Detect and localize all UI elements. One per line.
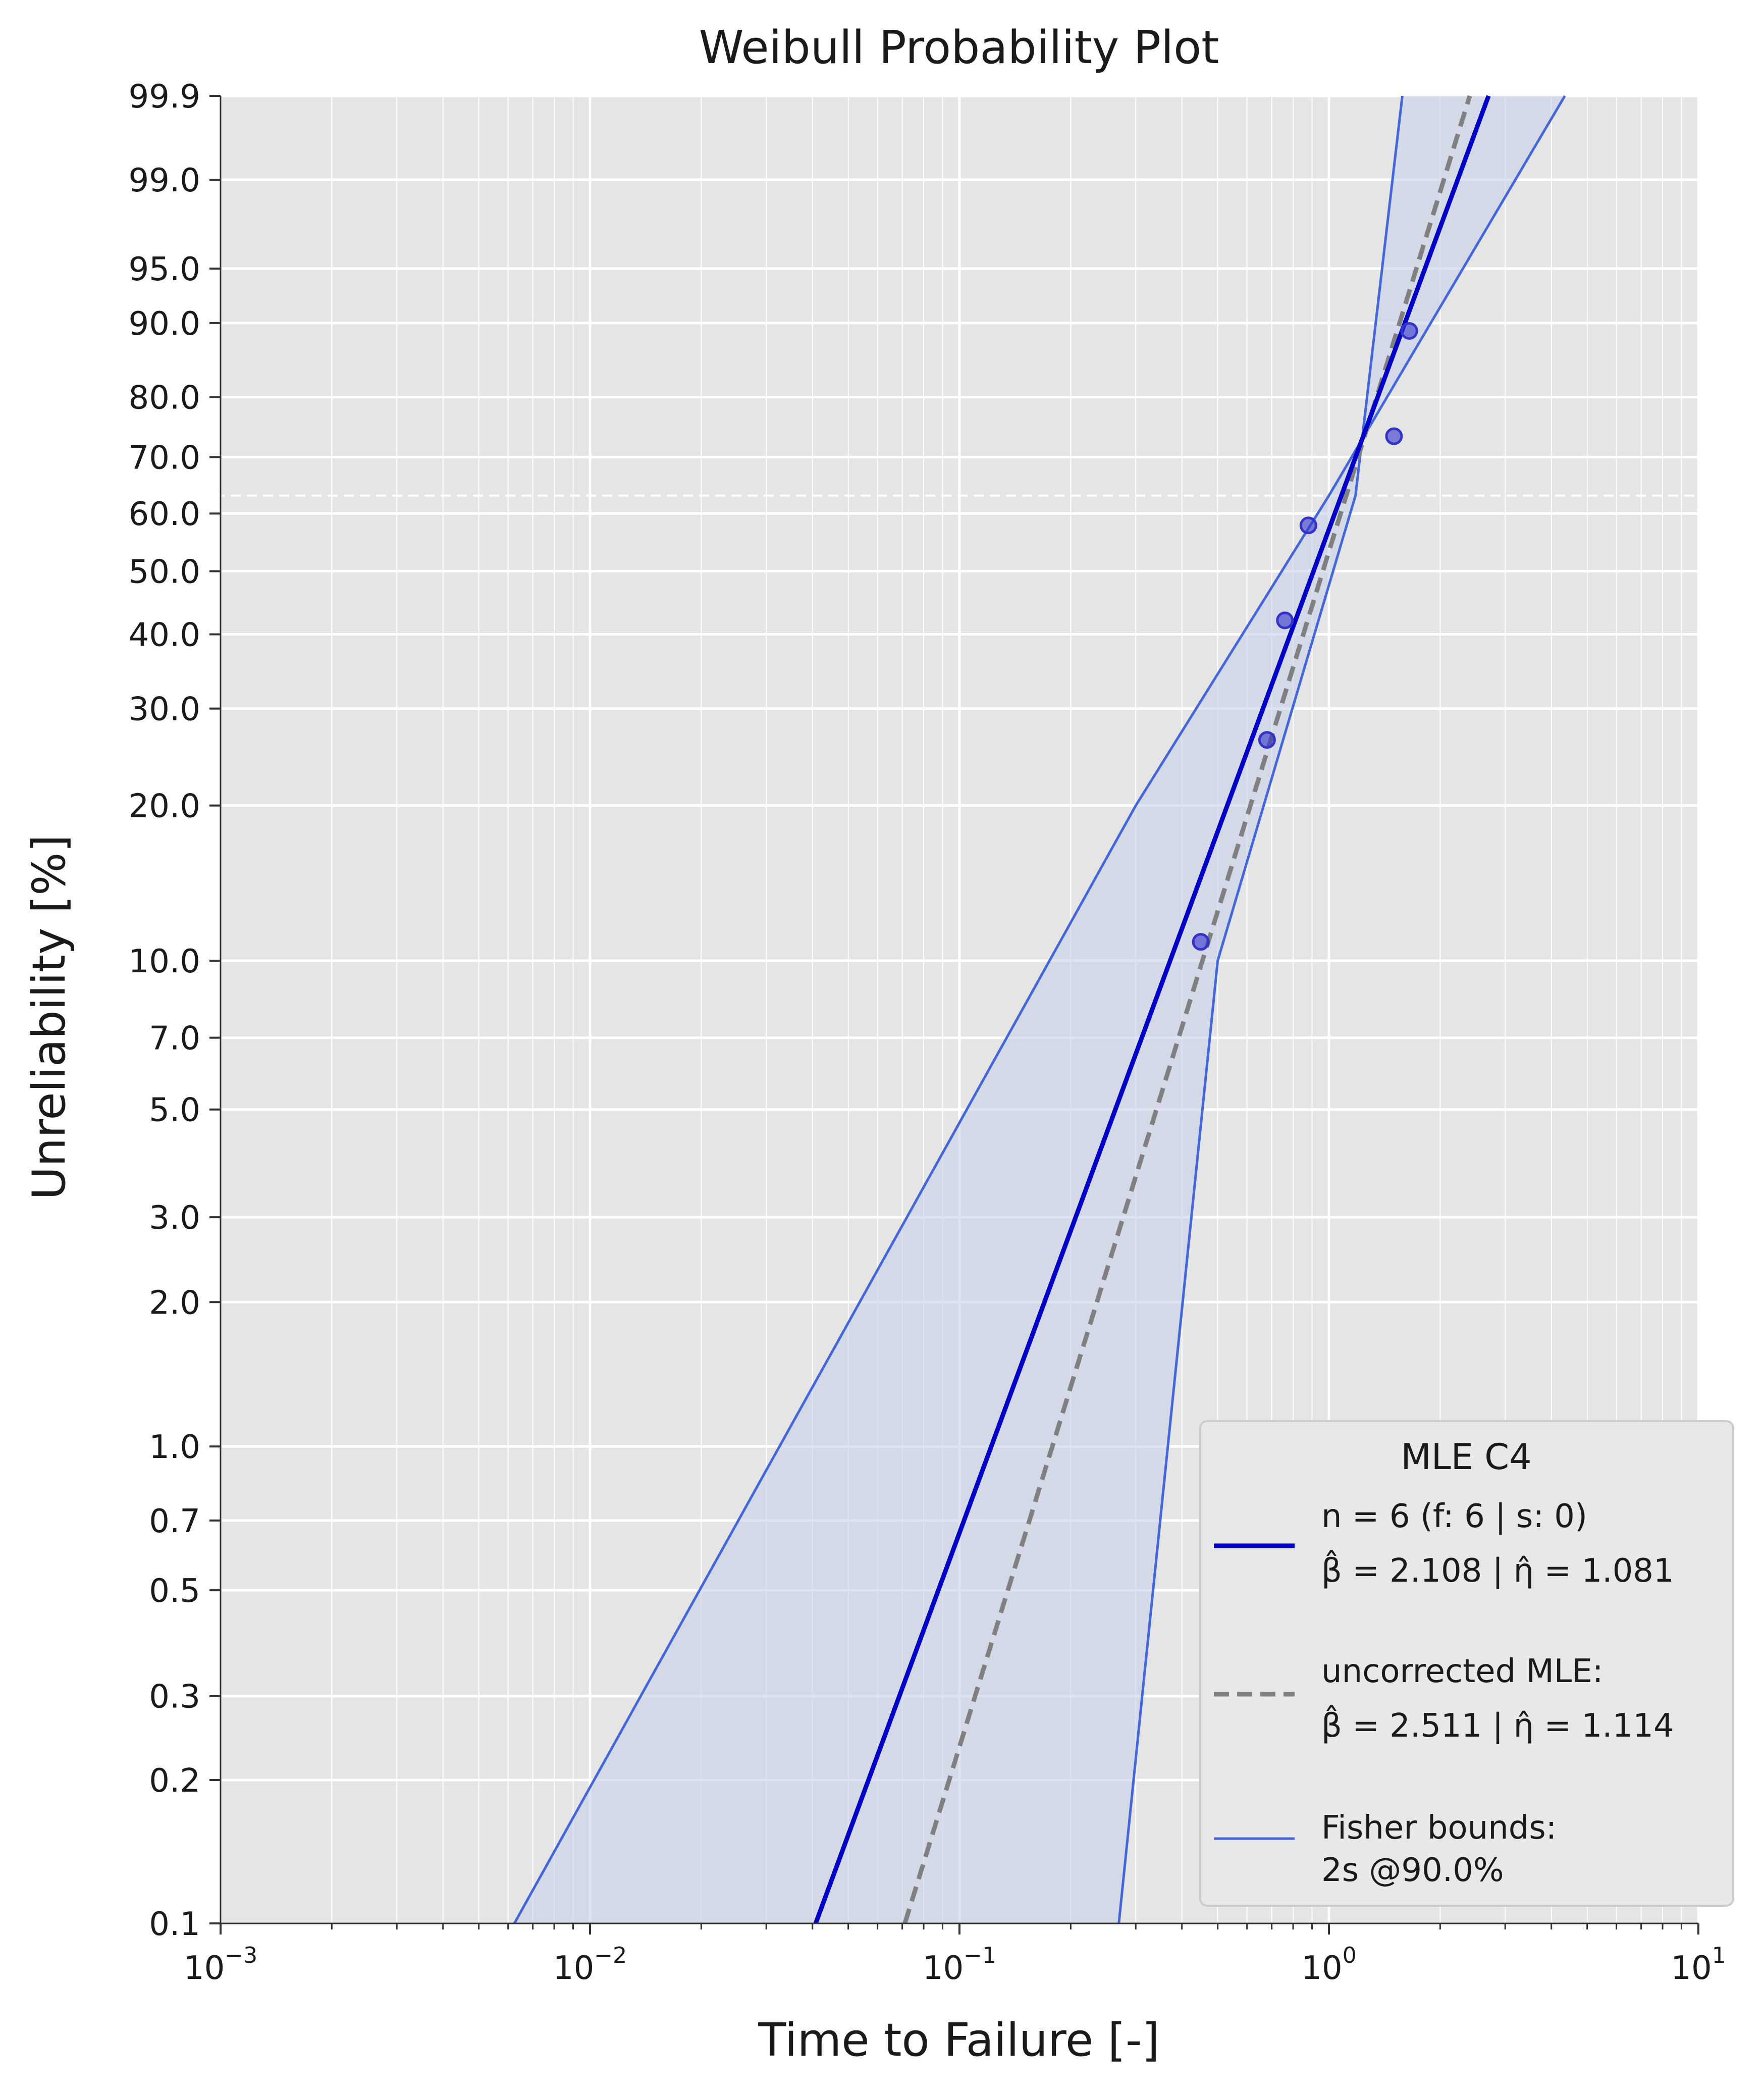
mle-fit-line <box>813 95 1491 1924</box>
y-tick-label: 70.0 <box>129 439 201 477</box>
y-tick-label: 99.9 <box>129 78 201 116</box>
y-tick-label: 60.0 <box>129 496 201 533</box>
data-points <box>1192 322 1418 951</box>
legend-uncorrected-line-2: β̂ = 2.511 | η̂ = 1.114 <box>1321 1704 1674 1745</box>
fisher-bounds-band <box>513 95 1566 1924</box>
fisher-bounds-fill <box>514 96 1565 1923</box>
legend-fisher-line-1: Fisher bounds: <box>1321 1809 1557 1847</box>
y-tick-label: 80.0 <box>129 380 201 417</box>
y-tick-label: 40.0 <box>129 617 201 654</box>
y-tick-label: 5.0 <box>149 1092 200 1129</box>
y-tick-label: 7.0 <box>149 1020 200 1058</box>
y-tick-label: 3.0 <box>149 1199 200 1237</box>
y-tick-label: 30.0 <box>129 691 201 728</box>
y-tick-labels: 0.1 0.2 0.3 0.5 0.7 1.0 2.0 3.0 5.0 7.0 10.0 20.0 30… <box>129 78 201 1943</box>
y-tick-label: 2.0 <box>149 1284 200 1322</box>
y-tick-label: 0.7 <box>149 1503 200 1540</box>
legend-fit-line-2: β̂ = 2.108 | η̂ = 1.081 <box>1321 1549 1674 1590</box>
chart-title: Weibull Probability Plot <box>699 21 1219 74</box>
data-point <box>1192 933 1210 951</box>
data-point <box>1276 611 1294 630</box>
x-tick-label: 100 <box>1301 1943 1356 1987</box>
legend-fit-line-1: n = 6 (f: 6 | s: 0) <box>1321 1498 1587 1535</box>
x-tick-labels: 10−3 10−2 10−1 100 101 <box>184 1943 1726 1987</box>
y-tick-label: 0.1 <box>149 1906 200 1943</box>
y-tick-label: 10.0 <box>129 943 201 980</box>
y-tick-label: 0.2 <box>149 1762 200 1800</box>
x-tick-label: 101 <box>1671 1943 1726 1987</box>
data-point <box>1299 516 1317 535</box>
axes <box>209 95 1699 1935</box>
x-axis-label: Time to Failure [-] <box>758 2014 1159 2067</box>
data-point <box>1258 731 1276 749</box>
data-point <box>1385 427 1403 445</box>
y-axis-label: Unreliability [%] <box>23 834 76 1200</box>
x-tick-label: 10−1 <box>923 1943 996 1987</box>
y-tick-label: 90.0 <box>129 305 201 343</box>
legend-fisher-line-2: 2s @90.0% <box>1321 1852 1504 1889</box>
fit-lines <box>813 95 1491 1924</box>
data-point <box>1400 322 1418 340</box>
y-tick-label: 95.0 <box>129 251 201 288</box>
y-tick-label: 99.0 <box>129 162 201 199</box>
fisher-upper-bound <box>513 95 1566 1924</box>
y-tick-label: 0.3 <box>149 1679 200 1716</box>
x-tick-label: 10−2 <box>553 1943 627 1987</box>
x-tick-label: 10−3 <box>184 1943 257 1987</box>
y-tick-label: 50.0 <box>129 554 201 591</box>
y-tick-label: 1.0 <box>149 1429 200 1466</box>
y-tick-label: 0.5 <box>149 1573 200 1610</box>
legend: MLE C4 n = 6 (f: 6 | s: 0) β̂ = 2.108 | … <box>1199 1420 1734 1907</box>
fisher-lower-bound <box>1117 95 1404 1924</box>
legend-title: MLE C4 <box>1401 1436 1531 1478</box>
legend-uncorrected-line-1: uncorrected MLE: <box>1321 1653 1603 1690</box>
legend-box <box>1199 1420 1734 1907</box>
y-tick-label: 20.0 <box>129 788 201 825</box>
